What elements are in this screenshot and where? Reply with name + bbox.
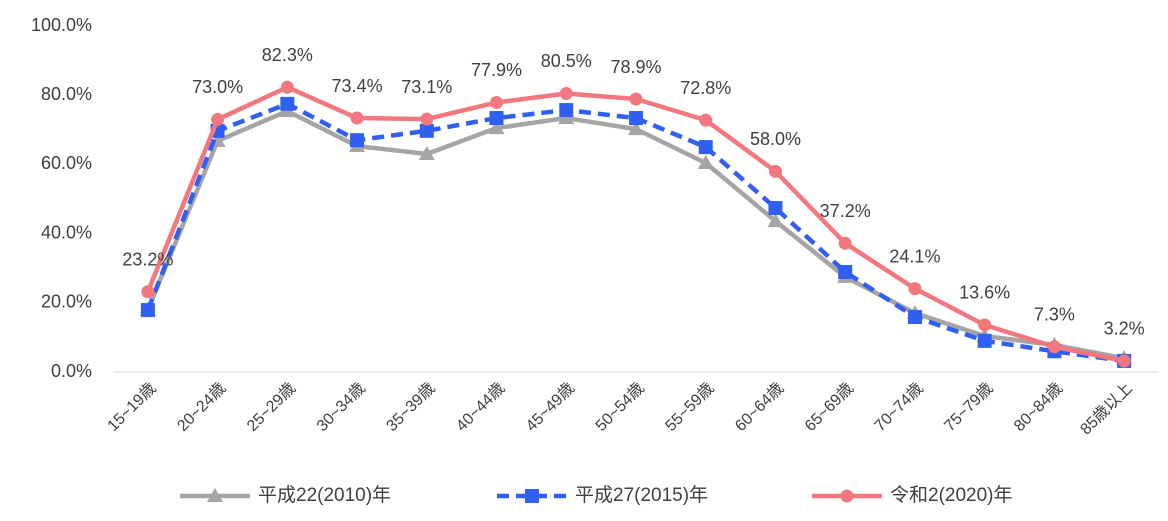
x-tick-label: 80~84歳 xyxy=(1010,379,1066,435)
data-label: 82.3% xyxy=(262,45,313,65)
x-tick-label: 40~44歳 xyxy=(453,379,509,435)
data-label: 23.2% xyxy=(122,249,173,269)
x-tick-label: 55~59歳 xyxy=(662,379,718,435)
data-label: 13.6% xyxy=(959,283,1010,303)
y-tick-label: 20.0% xyxy=(41,292,92,312)
marker xyxy=(908,282,922,296)
marker xyxy=(1047,340,1061,354)
data-label: 73.1% xyxy=(401,77,452,97)
marker xyxy=(978,318,992,332)
x-tick-label: 45~49歳 xyxy=(522,379,578,435)
x-tick-label: 70~74歳 xyxy=(871,379,927,435)
marker xyxy=(419,123,434,138)
data-label: 73.4% xyxy=(332,76,383,96)
series xyxy=(141,80,1131,368)
series xyxy=(140,96,1132,368)
marker xyxy=(418,146,435,161)
marker xyxy=(140,303,155,318)
marker xyxy=(420,112,434,126)
data-label: 24.1% xyxy=(889,246,940,266)
marker xyxy=(838,265,853,280)
legend-label: 平成22(2010)年 xyxy=(258,484,391,506)
data-label: 80.5% xyxy=(541,51,592,71)
x-tick-label: 30~34歳 xyxy=(313,379,369,435)
legend-label: 令和2(2020)年 xyxy=(890,484,1013,506)
data-label: 73.0% xyxy=(192,77,243,97)
data-label: 72.8% xyxy=(680,78,731,98)
data-label: 7.3% xyxy=(1034,304,1075,324)
x-tick-label: 75~79歳 xyxy=(941,379,997,435)
y-tick-label: 40.0% xyxy=(41,222,92,242)
data-label: 77.9% xyxy=(471,60,522,80)
marker xyxy=(559,86,573,100)
marker xyxy=(489,111,504,126)
x-tick-label: 65~69歳 xyxy=(801,379,857,435)
data-label: 37.2% xyxy=(820,201,871,221)
x-tick-label: 25~29歳 xyxy=(243,379,299,435)
marker xyxy=(1117,354,1131,368)
marker xyxy=(525,489,539,503)
data-label: 3.2% xyxy=(1104,319,1145,339)
legend-item: 令和2(2020)年 xyxy=(812,484,1013,506)
marker xyxy=(280,96,295,111)
x-tick-label: 20~24歳 xyxy=(174,379,230,435)
x-tick-label: 60~64歳 xyxy=(731,379,787,435)
x-tick-label: 50~54歳 xyxy=(592,379,648,435)
marker xyxy=(838,236,852,250)
marker xyxy=(699,113,713,127)
marker xyxy=(977,333,992,348)
marker xyxy=(350,133,365,148)
marker xyxy=(697,155,714,170)
marker xyxy=(629,92,643,106)
y-tick-label: 100.0% xyxy=(31,15,92,35)
legend-label: 平成27(2015)年 xyxy=(575,484,708,506)
marker xyxy=(211,112,225,126)
data-label: 58.0% xyxy=(750,129,801,149)
marker xyxy=(698,140,713,155)
marker xyxy=(207,488,223,502)
x-tick-label: 35~39歳 xyxy=(383,379,439,435)
marker xyxy=(767,213,784,228)
x-tick-label: 85歳以上 xyxy=(1077,379,1136,438)
y-tick-label: 60.0% xyxy=(41,153,92,173)
marker xyxy=(488,120,505,135)
marker xyxy=(559,103,574,118)
data-label: 78.9% xyxy=(610,57,661,77)
marker xyxy=(490,95,504,109)
marker xyxy=(768,200,783,215)
marker xyxy=(768,164,782,178)
y-tick-label: 80.0% xyxy=(41,84,92,104)
marker xyxy=(141,285,155,299)
legend-item: 平成22(2010)年 xyxy=(180,484,391,506)
y-tick-label: 0.0% xyxy=(51,361,92,381)
marker xyxy=(629,111,643,126)
marker xyxy=(907,309,922,324)
legend-item: 平成27(2015)年 xyxy=(497,484,708,506)
x-tick-label: 15~19歳 xyxy=(104,379,160,435)
marker xyxy=(628,121,644,136)
marker xyxy=(280,80,294,94)
marker xyxy=(350,111,364,125)
marker xyxy=(840,489,854,503)
